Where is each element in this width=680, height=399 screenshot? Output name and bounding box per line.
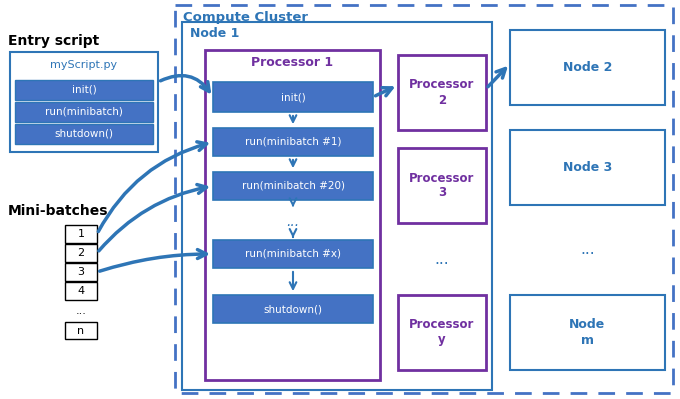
Bar (65, 322, 97, 339)
Text: init(): init() (281, 92, 305, 102)
Text: myScript.py: myScript.py (50, 60, 118, 70)
Text: 4: 4 (78, 286, 84, 296)
Text: 3: 3 (78, 267, 84, 277)
Text: init(): init() (71, 85, 97, 95)
Text: run(minibatch #20): run(minibatch #20) (241, 181, 345, 191)
Text: run(minibatch #1): run(minibatch #1) (245, 137, 341, 147)
Bar (65, 244, 97, 262)
Bar (10, 52, 158, 152)
Text: Processor 1: Processor 1 (252, 56, 334, 69)
Text: ...: ... (435, 251, 449, 267)
Text: Compute Cluster: Compute Cluster (183, 11, 308, 24)
Text: Node 2: Node 2 (563, 61, 612, 74)
Bar (213, 82, 373, 112)
Text: Processor
3: Processor 3 (409, 172, 475, 200)
Text: shutdown(): shutdown() (54, 129, 114, 139)
Text: 1: 1 (78, 229, 84, 239)
Bar (510, 130, 665, 205)
Text: ...: ... (75, 306, 86, 316)
Bar (213, 240, 373, 268)
Text: 2: 2 (78, 248, 84, 258)
Bar (65, 263, 97, 281)
Text: n: n (78, 326, 84, 336)
Text: Node
m: Node m (569, 318, 606, 346)
Bar (213, 172, 373, 200)
Bar (15, 102, 153, 122)
Bar (205, 50, 380, 380)
Bar (510, 30, 665, 105)
Bar (175, 5, 673, 393)
Text: Processor
2: Processor 2 (409, 79, 475, 107)
Bar (182, 22, 492, 390)
Text: shutdown(): shutdown() (264, 304, 322, 314)
Bar (65, 225, 97, 243)
Text: Entry script: Entry script (8, 34, 99, 48)
Text: Node 3: Node 3 (563, 161, 612, 174)
Text: run(minibatch #x): run(minibatch #x) (245, 249, 341, 259)
Text: ...: ... (286, 215, 300, 229)
Bar (15, 80, 153, 100)
Bar (65, 282, 97, 300)
Bar (398, 55, 486, 130)
Bar (15, 124, 153, 144)
Bar (398, 148, 486, 223)
Bar (398, 295, 486, 370)
Bar (213, 295, 373, 323)
Bar (213, 128, 373, 156)
Text: run(minibatch): run(minibatch) (45, 107, 123, 117)
Text: Node 1: Node 1 (190, 27, 239, 40)
Bar (510, 295, 665, 370)
Text: Mini-batches: Mini-batches (8, 204, 109, 218)
Text: Processor
y: Processor y (409, 318, 475, 346)
Text: ...: ... (580, 243, 595, 257)
